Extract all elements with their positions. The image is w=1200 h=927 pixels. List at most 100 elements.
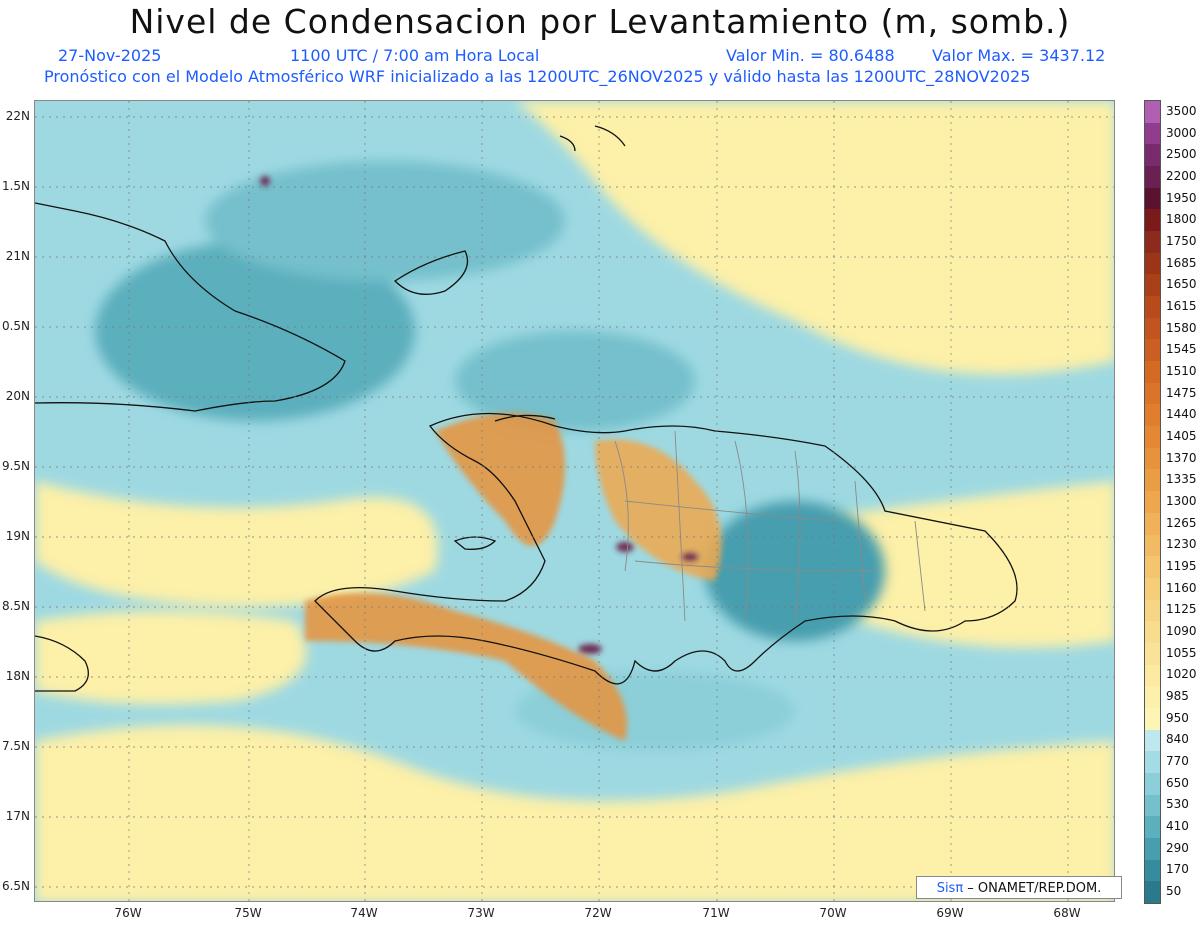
colorbar-segment [1145, 252, 1160, 275]
colorbar-label: 1405 [1166, 428, 1197, 443]
colorbar-label: 1750 [1166, 233, 1197, 248]
graticule [35, 101, 1114, 901]
colorbar-label: 1300 [1166, 494, 1197, 508]
lon-label-73: 73W [467, 906, 495, 920]
lon-label-70: 70W [819, 906, 847, 920]
colorbar-label: 650 [1166, 775, 1189, 790]
pale-band-west [35, 481, 438, 607]
colorbar-segment [1145, 122, 1160, 145]
map-panel[interactable] [34, 100, 1115, 902]
colorbar-segment [1145, 794, 1160, 817]
coastline-gonave [453, 536, 497, 550]
colorbar-segment [1145, 361, 1160, 384]
lon-label-76: 76W [114, 906, 142, 920]
colorbar-label: 1160 [1166, 580, 1197, 595]
colorbar-segment [1145, 296, 1160, 319]
colorbar-segment [1145, 469, 1160, 492]
colorbar-label: 1650 [1166, 277, 1197, 292]
lat-label-20-5: 0.5N [1, 319, 30, 333]
lat-label-16-5: 6.5N [1, 879, 30, 893]
colorbar-label: 1230 [1166, 537, 1197, 552]
credit-text: – ONAMET/REP.DOM. [963, 881, 1102, 896]
min-value-label: Valor Min. = 80.6488 [726, 46, 895, 65]
colorbar-label: 410 [1166, 819, 1189, 834]
low-area-channel [455, 331, 695, 431]
colorbar-label: 170 [1166, 862, 1189, 877]
low-area-north [205, 161, 565, 281]
pale-band-mid [35, 611, 307, 705]
colorbar-label: 1335 [1166, 472, 1197, 487]
colorbar-label: 1440 [1166, 407, 1197, 422]
hispaniola-high-south [305, 593, 627, 741]
lat-label-20: 20N [5, 389, 30, 403]
colorbar-segment [1145, 491, 1160, 514]
lcl-field-map [35, 101, 1114, 901]
colorbar-segment [1145, 231, 1160, 254]
pale-bands [35, 101, 1114, 901]
colorbar-label: 840 [1166, 732, 1189, 747]
lat-label-17-5: 7.5N [1, 739, 30, 753]
colorbar-label: 950 [1166, 710, 1189, 725]
low-area-dr [705, 501, 885, 641]
colorbar-label: 1055 [1166, 645, 1197, 660]
colorbar-segment [1145, 837, 1160, 860]
colorbar-label: 1545 [1166, 342, 1197, 357]
pale-band-east [795, 481, 1114, 648]
colorbar-label: 1510 [1166, 363, 1197, 378]
colorbar-segment [1145, 664, 1160, 687]
colorbar-label: 1580 [1166, 320, 1197, 335]
colorbar-label: 3000 [1166, 125, 1197, 140]
dr-provinces [614, 430, 926, 622]
max-value-label: Valor Max. = 3437.12 [932, 46, 1106, 65]
colorbar-label: 1195 [1166, 559, 1197, 574]
peak-2 [616, 542, 634, 552]
colorbar-segment [1145, 404, 1160, 427]
lat-label-22: 22N [5, 109, 30, 123]
colorbar-label: 1800 [1166, 212, 1197, 227]
colorbar-segment [1145, 274, 1160, 297]
lat-label-17: 17N [5, 809, 30, 823]
lat-label-21-5: 1.5N [1, 179, 30, 193]
province-lines [614, 430, 926, 622]
forecast-time: 1100 UTC / 7:00 am Hora Local [290, 46, 540, 65]
colorbar-segment [1145, 881, 1160, 904]
lat-label-19: 19N [5, 529, 30, 543]
coastline-jamaica [35, 635, 89, 692]
forecast-date: 27-Nov-2025 [58, 46, 162, 65]
colorbar-label: 1370 [1166, 450, 1197, 465]
colorbar-label: 530 [1166, 797, 1189, 812]
colorbar-label: 1685 [1166, 255, 1197, 270]
coastline-inagua [393, 250, 469, 295]
colorbar-segment [1145, 556, 1160, 579]
low-lcl-areas [95, 161, 885, 751]
colorbar-segment [1145, 729, 1160, 752]
colorbar-segment [1145, 816, 1160, 839]
colorbar-segment [1145, 382, 1160, 405]
colorbar-label: 50 [1166, 884, 1182, 899]
lon-label-71: 71W [702, 906, 730, 920]
colorbar-segment [1145, 577, 1160, 600]
colorbar-label: 1615 [1166, 298, 1197, 313]
high-lcl-areas [260, 176, 722, 741]
colorbar-segment [1145, 621, 1160, 644]
peak-1 [578, 644, 602, 654]
hispaniola-high-central [595, 439, 722, 581]
colorbar-segment [1145, 187, 1160, 210]
colorbar-label: 3500 [1166, 103, 1197, 118]
colorbar-label: 1125 [1166, 602, 1197, 617]
colorbar-segment [1145, 642, 1160, 665]
lon-label-72: 72W [584, 906, 612, 920]
lon-label-69: 69W [936, 906, 964, 920]
lon-label-68: 68W [1053, 906, 1081, 920]
colorbar-segment [1145, 686, 1160, 709]
coastline-hispaniola [314, 412, 1018, 685]
colorbar-segment [1145, 426, 1160, 449]
colorbar-label: 1020 [1166, 667, 1197, 682]
lat-label-19-5: 9.5N [1, 459, 30, 473]
coastline-cuba [35, 202, 346, 412]
hispaniola-high-west [435, 413, 565, 546]
colorbar-segment [1145, 339, 1160, 362]
coastline-tortuga [494, 414, 556, 422]
colorbar-segment [1145, 447, 1160, 470]
colorbar-segment [1145, 317, 1160, 340]
